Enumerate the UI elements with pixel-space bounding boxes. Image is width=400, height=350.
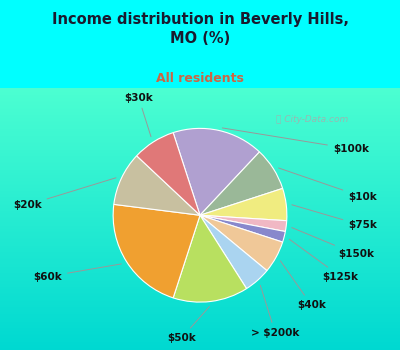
Wedge shape — [200, 152, 283, 215]
Wedge shape — [200, 215, 283, 271]
Text: Income distribution in Beverly Hills,
MO (%): Income distribution in Beverly Hills, MO… — [52, 12, 348, 46]
Wedge shape — [114, 156, 200, 215]
Wedge shape — [173, 215, 246, 302]
Text: $10k: $10k — [278, 168, 377, 202]
Text: > $200k: > $200k — [251, 285, 300, 338]
Text: $60k: $60k — [33, 264, 121, 281]
Text: $20k: $20k — [13, 178, 116, 210]
Wedge shape — [113, 204, 200, 298]
Text: ⓘ City-Data.com: ⓘ City-Data.com — [276, 114, 348, 124]
Text: $125k: $125k — [289, 239, 359, 281]
Text: $50k: $50k — [167, 307, 210, 343]
Wedge shape — [200, 215, 287, 232]
Wedge shape — [200, 188, 287, 221]
Text: All residents: All residents — [156, 72, 244, 85]
Wedge shape — [173, 128, 260, 215]
Text: $100k: $100k — [222, 128, 369, 154]
Text: $40k: $40k — [280, 261, 326, 310]
Text: $150k: $150k — [292, 228, 374, 259]
Text: $30k: $30k — [124, 93, 153, 136]
Wedge shape — [200, 215, 285, 242]
Wedge shape — [200, 215, 267, 289]
Text: $75k: $75k — [292, 205, 377, 230]
Wedge shape — [137, 133, 200, 215]
